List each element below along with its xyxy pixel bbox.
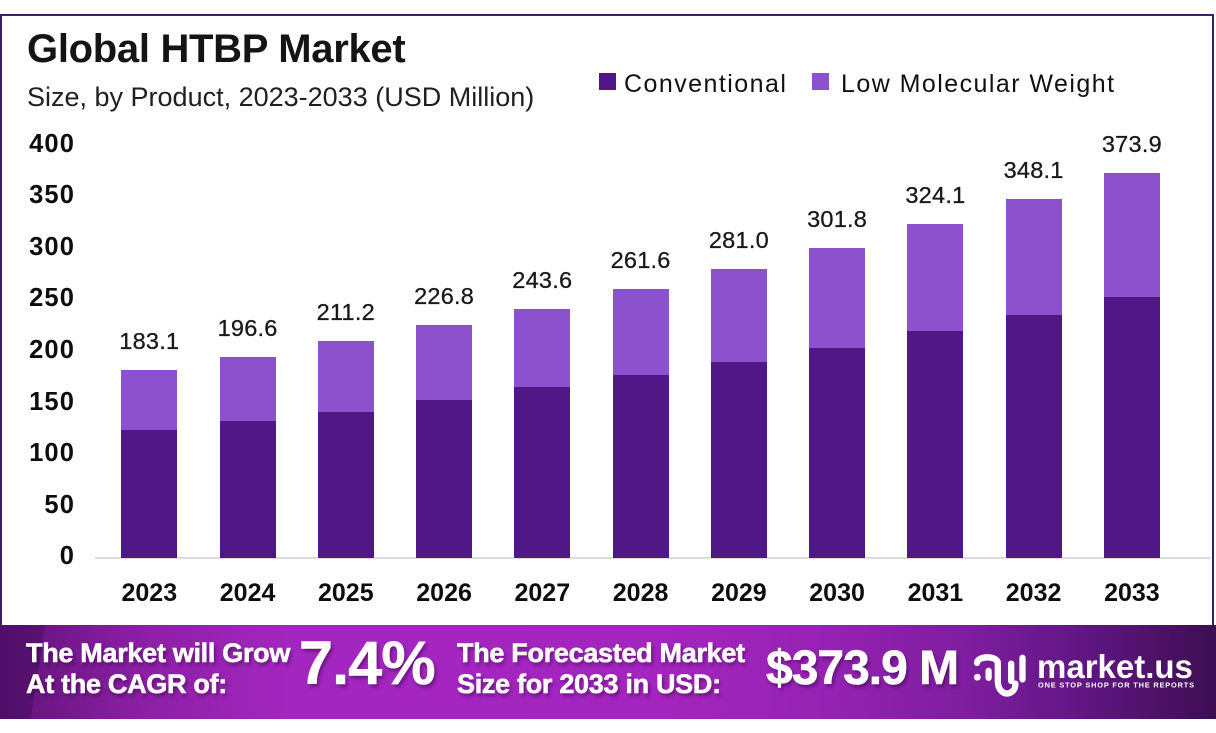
svg-text:market.us: market.us	[1037, 648, 1193, 685]
svg-text:ONE STOP SHOP FOR THE REPORTS: ONE STOP SHOP FOR THE REPORTS	[1038, 681, 1195, 690]
